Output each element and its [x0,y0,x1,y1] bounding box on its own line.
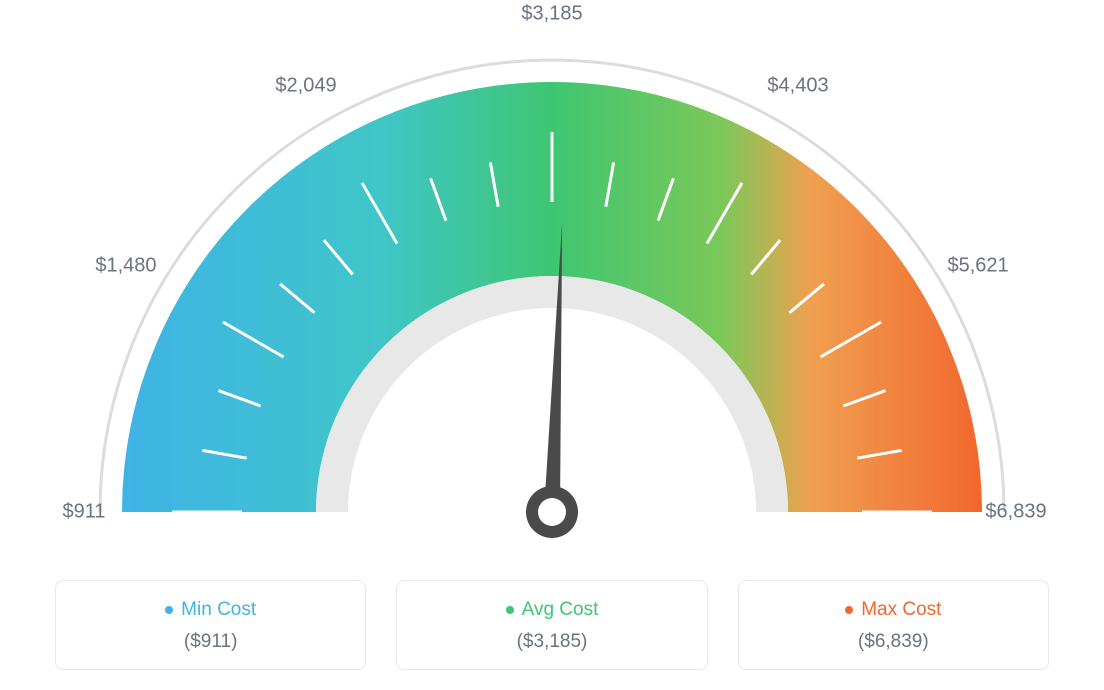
legend-title-text: Max Cost [861,599,941,621]
legend-dot-icon [506,606,514,614]
gauge-area: $911 $1,480 $2,049 $3,185 $4,403 $5,621 $6,839 [0,0,1104,560]
legend-card-min: Min Cost ($911) [55,580,366,670]
gauge-tick-label: $911 [62,501,105,524]
legend-value: ($6,839) [751,631,1036,653]
legend-title: Avg Cost [506,599,599,621]
legend-dot-icon [845,606,853,614]
legend-card-avg: Avg Cost ($3,185) [396,580,707,670]
legend-value: ($3,185) [409,631,694,653]
gauge-tick-label: $2,049 [275,74,336,97]
gauge-tick-label: $3,185 [521,3,582,26]
legend-title: Min Cost [165,599,256,621]
gauge-tick-label: $4,403 [767,74,828,97]
legend-value: ($911) [68,631,353,653]
legend-title-text: Min Cost [181,599,256,621]
legend-dot-icon [165,606,173,614]
gauge-svg [0,0,1104,560]
gauge-tick-label: $1,480 [95,255,156,278]
legend-title: Max Cost [845,599,941,621]
cost-gauge-chart: $911 $1,480 $2,049 $3,185 $4,403 $5,621 $6,839… [0,0,1104,690]
legend-title-text: Avg Cost [522,599,599,621]
legend-card-max: Max Cost ($6,839) [738,580,1049,670]
gauge-tick-label: $5,621 [947,255,1008,278]
gauge-tick-label: $6,839 [985,501,1046,524]
legend-row: Min Cost ($911) Avg Cost ($3,185) Max Co… [0,580,1104,670]
